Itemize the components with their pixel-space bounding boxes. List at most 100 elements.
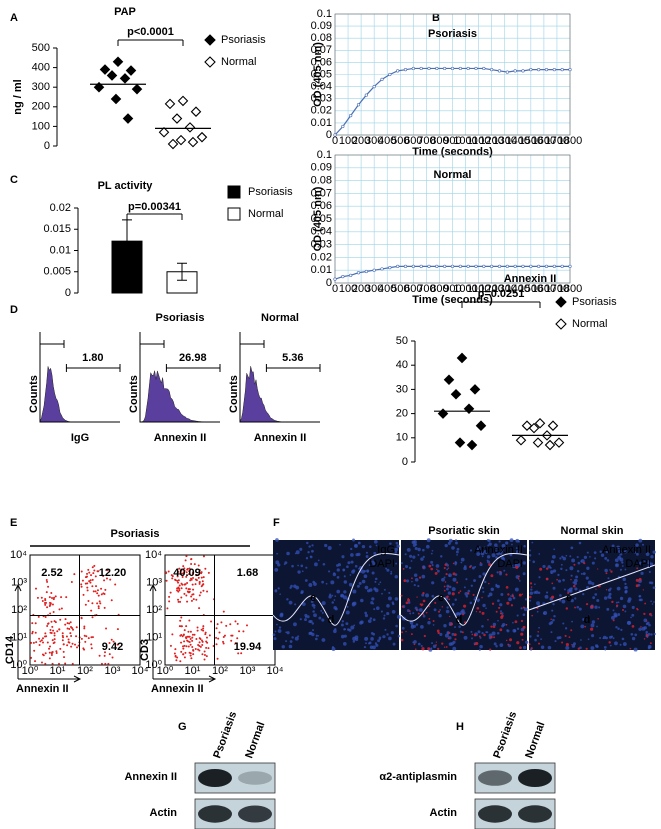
nucleus bbox=[612, 637, 615, 640]
blot-band bbox=[198, 769, 232, 787]
nucleus bbox=[299, 618, 302, 621]
data-point bbox=[450, 66, 455, 71]
stain-label: Annexin II bbox=[602, 544, 651, 556]
stain-signal bbox=[430, 567, 434, 571]
nucleus bbox=[476, 598, 480, 602]
cell-dot bbox=[205, 655, 208, 658]
cell-dot bbox=[87, 637, 90, 640]
x-tick-label: 900 bbox=[443, 283, 461, 295]
stain-signal bbox=[410, 633, 413, 636]
nucleus bbox=[460, 610, 464, 614]
nucleus bbox=[492, 622, 497, 627]
nucleus bbox=[310, 600, 314, 604]
cell-dot bbox=[48, 596, 51, 599]
nucleus bbox=[599, 637, 602, 639]
nucleus bbox=[401, 626, 405, 630]
nucleus bbox=[529, 635, 532, 638]
data-point bbox=[403, 68, 408, 72]
row-label: α2-antiplasmin bbox=[379, 771, 457, 783]
nucleus bbox=[441, 577, 445, 582]
cell-dot bbox=[189, 654, 192, 657]
cell-dot bbox=[49, 631, 52, 634]
stain-signal bbox=[612, 619, 615, 622]
nucleus bbox=[275, 538, 279, 542]
micrograph-image bbox=[529, 540, 655, 650]
stain-signal bbox=[530, 647, 533, 650]
stain-signal bbox=[471, 633, 474, 636]
nucleus bbox=[488, 592, 493, 597]
stain-signal bbox=[427, 647, 431, 651]
nucleus bbox=[578, 541, 582, 545]
cell-dot bbox=[180, 641, 183, 644]
cell-dot bbox=[237, 652, 240, 655]
nucleus bbox=[574, 587, 578, 591]
stain-signal bbox=[405, 630, 407, 633]
x-tick-label: 1300 bbox=[492, 135, 516, 147]
region-label: d bbox=[328, 614, 335, 626]
data-point bbox=[341, 275, 345, 279]
nucleus bbox=[463, 565, 467, 568]
nucleus bbox=[336, 564, 339, 567]
cell-dot bbox=[84, 640, 87, 643]
nucleus bbox=[381, 592, 383, 595]
nucleus bbox=[638, 595, 641, 598]
cell-dot bbox=[31, 630, 34, 633]
histogram-shape bbox=[239, 366, 320, 423]
nucleus bbox=[387, 596, 392, 601]
y-tick-label: 50 bbox=[396, 335, 408, 347]
nucleus bbox=[476, 552, 481, 556]
data-point bbox=[396, 69, 400, 73]
stain-signal bbox=[498, 606, 501, 609]
cell-dot bbox=[106, 569, 109, 572]
nucleus bbox=[649, 562, 654, 567]
y-tick-label: 0.02 bbox=[311, 105, 332, 117]
x-tick-label: 800 bbox=[430, 283, 448, 295]
cell-dot bbox=[62, 650, 65, 653]
nucleus bbox=[286, 631, 290, 635]
nucleus bbox=[460, 561, 463, 564]
cell-dot bbox=[187, 591, 190, 594]
nucleus bbox=[321, 611, 324, 614]
nucleus bbox=[580, 624, 585, 629]
data-point bbox=[427, 264, 431, 268]
data-point bbox=[458, 66, 462, 71]
nucleus bbox=[609, 569, 611, 571]
nucleus bbox=[312, 629, 315, 632]
image-title: Psoriatic skin bbox=[428, 525, 500, 537]
cell-dot bbox=[84, 576, 87, 579]
nucleus bbox=[559, 557, 562, 560]
data-point bbox=[364, 93, 368, 97]
nucleus bbox=[485, 551, 488, 555]
region-label: d bbox=[456, 614, 463, 626]
nucleus bbox=[327, 546, 332, 550]
nucleus bbox=[643, 618, 648, 623]
nucleus bbox=[309, 555, 312, 558]
nucleus bbox=[293, 622, 297, 627]
nucleus bbox=[562, 556, 567, 561]
x-tick-label: 700 bbox=[417, 283, 435, 295]
nucleus bbox=[444, 543, 448, 548]
nucleus bbox=[464, 592, 469, 596]
chart-title: Psoriasis bbox=[428, 28, 477, 40]
nucleus bbox=[515, 538, 520, 543]
cell-dot bbox=[189, 637, 192, 640]
cell-dot bbox=[197, 644, 200, 647]
panel-letter: E bbox=[10, 517, 17, 529]
cell-dot bbox=[190, 657, 193, 660]
nucleus bbox=[522, 613, 526, 616]
stain-signal bbox=[517, 578, 520, 580]
cell-dot bbox=[87, 600, 90, 603]
nucleus bbox=[409, 554, 413, 558]
nucleus bbox=[589, 556, 591, 558]
cell-dot bbox=[180, 625, 183, 628]
stain-signal bbox=[556, 578, 558, 581]
cell-dot bbox=[51, 596, 54, 599]
stain-signal bbox=[490, 636, 493, 639]
cell-dot bbox=[62, 643, 65, 646]
nucleus bbox=[289, 586, 292, 589]
data-point bbox=[466, 66, 470, 71]
nucleus bbox=[321, 601, 326, 606]
stain-signal bbox=[441, 642, 444, 645]
data-point bbox=[364, 269, 368, 274]
nucleus bbox=[643, 559, 646, 563]
